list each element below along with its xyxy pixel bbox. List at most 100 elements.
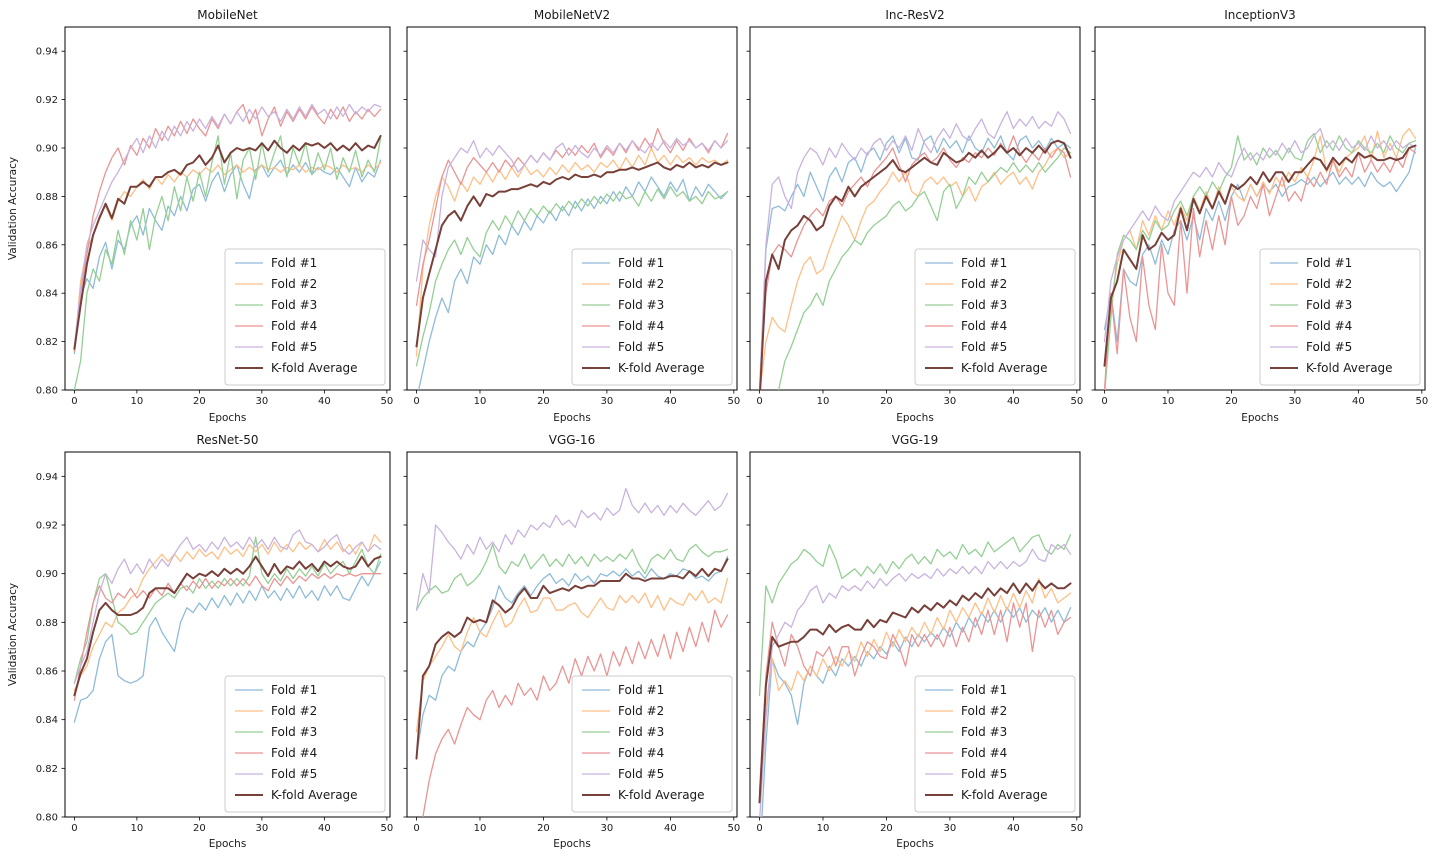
x-tick-label: 20 bbox=[880, 396, 893, 407]
y-tick-label: 0.80 bbox=[36, 386, 58, 397]
x-axis-label: Epochs bbox=[209, 412, 247, 424]
legend-label: Fold #5 bbox=[618, 340, 664, 354]
x-axis-label: Epochs bbox=[896, 412, 934, 424]
x-tick-label: 40 bbox=[1007, 823, 1020, 834]
legend-label: Fold #3 bbox=[961, 298, 1007, 312]
series-line-fold-5 bbox=[758, 111, 1072, 390]
x-tick-label: 20 bbox=[537, 396, 550, 407]
legend-label: Fold #2 bbox=[961, 704, 1007, 718]
x-axis-label: Epochs bbox=[553, 412, 591, 424]
legend-label: K-fold Average bbox=[618, 788, 705, 802]
series-line-fold-1 bbox=[73, 560, 382, 723]
y-tick-label: 0.80 bbox=[36, 813, 58, 824]
legend-label: Fold #3 bbox=[271, 298, 317, 312]
series-line-fold-5 bbox=[1103, 127, 1417, 343]
plot-frame bbox=[749, 26, 1081, 391]
x-tick-label: 20 bbox=[1225, 396, 1238, 407]
series-line-fold-2 bbox=[759, 147, 1072, 390]
series-line-k-fold-average bbox=[73, 134, 382, 350]
series-line-fold-2 bbox=[73, 534, 382, 692]
legend: Fold #1 Fold #2 Fold #3 Fold #4 Fold #5 K-fol… bbox=[224, 675, 386, 813]
x-tick-label: 10 bbox=[817, 396, 830, 407]
legend-label: Fold #5 bbox=[961, 767, 1007, 781]
legend-label: Fold #1 bbox=[618, 683, 664, 697]
chart-title: ResNet-50 bbox=[196, 433, 258, 447]
x-tick-label: 40 bbox=[1352, 396, 1365, 407]
legend-label: Fold #1 bbox=[1306, 256, 1352, 270]
x-tick-label: 50 bbox=[381, 823, 394, 834]
y-tick-label: 0.86 bbox=[36, 240, 58, 251]
x-tick-label: 0 bbox=[71, 823, 77, 834]
y-tick-label: 0.88 bbox=[36, 192, 58, 203]
series-line-fold-5 bbox=[73, 529, 382, 684]
legend-label: Fold #4 bbox=[271, 319, 317, 333]
legend-label: Fold #2 bbox=[1306, 277, 1352, 291]
series-line-fold-3 bbox=[415, 543, 729, 611]
x-tick-label: 30 bbox=[256, 823, 269, 834]
legend-label: K-fold Average bbox=[1306, 361, 1393, 375]
legend-label: K-fold Average bbox=[961, 361, 1048, 375]
x-tick-label: 30 bbox=[601, 396, 614, 407]
series-line-fold-4 bbox=[1103, 147, 1417, 390]
y-tick-label: 0.84 bbox=[36, 715, 58, 726]
x-tick-label: 40 bbox=[664, 396, 677, 407]
x-tick-label: 30 bbox=[944, 396, 957, 407]
series-line-fold-2 bbox=[73, 161, 382, 352]
plot-frame bbox=[406, 26, 738, 391]
legend-label: Fold #5 bbox=[271, 767, 317, 781]
legend-label: Fold #1 bbox=[271, 256, 317, 270]
series-line-fold-4 bbox=[422, 609, 729, 817]
legend: Fold #1 Fold #2 Fold #3 Fold #4 Fold #5 K-fol… bbox=[224, 248, 386, 386]
legend-box bbox=[914, 675, 1076, 813]
y-tick-label: 0.88 bbox=[36, 618, 58, 629]
x-tick-label: 10 bbox=[474, 823, 487, 834]
legend-label: Fold #2 bbox=[271, 277, 317, 291]
legend-label: K-fold Average bbox=[271, 788, 358, 802]
series-line-fold-5 bbox=[759, 543, 1072, 817]
y-tick-label: 0.92 bbox=[36, 95, 58, 106]
x-tick-label: 50 bbox=[727, 823, 740, 834]
chart-title: Inc-ResV2 bbox=[885, 8, 944, 22]
y-tick-label: 0.86 bbox=[36, 667, 58, 678]
series-line-k-fold-average bbox=[1103, 144, 1417, 367]
x-tick-label: 0 bbox=[756, 823, 762, 834]
legend-label: Fold #3 bbox=[618, 298, 664, 312]
chart-inc-resv2: Inc-ResV2 0 10 20 30 40 50 Epochs Fold #1 Fold #2… bbox=[746, 8, 1083, 424]
legend-label: Fold #5 bbox=[618, 767, 664, 781]
series-line-fold-1 bbox=[759, 135, 1072, 390]
y-tick-label: 0.92 bbox=[36, 521, 58, 532]
series-line-fold-5 bbox=[415, 487, 729, 611]
x-tick-label: 0 bbox=[71, 396, 77, 407]
x-tick-label: 20 bbox=[193, 396, 206, 407]
x-tick-label: 30 bbox=[944, 823, 957, 834]
legend-label: Fold #4 bbox=[618, 746, 664, 760]
legend-label: Fold #2 bbox=[618, 704, 664, 718]
x-tick-label: 40 bbox=[318, 396, 331, 407]
x-tick-label: 30 bbox=[1289, 396, 1302, 407]
legend-label: Fold #4 bbox=[961, 319, 1007, 333]
plot-frame bbox=[406, 451, 738, 818]
x-tick-label: 40 bbox=[1007, 396, 1020, 407]
legend-label: Fold #2 bbox=[618, 277, 664, 291]
x-tick-label: 0 bbox=[413, 396, 419, 407]
legend-label: Fold #4 bbox=[271, 746, 317, 760]
legend-label: Fold #4 bbox=[961, 746, 1007, 760]
legend-label: Fold #4 bbox=[1306, 319, 1352, 333]
chart-title: InceptionV3 bbox=[1224, 8, 1296, 22]
series-line-fold-4 bbox=[758, 135, 1072, 390]
legend-box bbox=[224, 248, 386, 386]
x-tick-label: 10 bbox=[474, 396, 487, 407]
legend-box bbox=[1259, 248, 1421, 386]
legend-box bbox=[914, 248, 1076, 386]
legend-label: Fold #3 bbox=[271, 725, 317, 739]
y-tick-label: 0.90 bbox=[36, 569, 58, 580]
series-line-fold-2 bbox=[415, 577, 729, 733]
series-line-fold-4 bbox=[73, 573, 382, 701]
chart-mobilenet: MobileNet 0.80 0.82 0.84 0.86 0.88 0.90 0.92 0.9… bbox=[7, 8, 393, 424]
chart-resnet-50: ResNet-50 0.80 0.82 0.84 0.86 0.88 0.90 0.92 0.9… bbox=[7, 433, 393, 850]
x-axis-label: Epochs bbox=[896, 838, 934, 850]
legend-label: Fold #3 bbox=[1306, 298, 1352, 312]
series-line-fold-4 bbox=[415, 127, 729, 306]
